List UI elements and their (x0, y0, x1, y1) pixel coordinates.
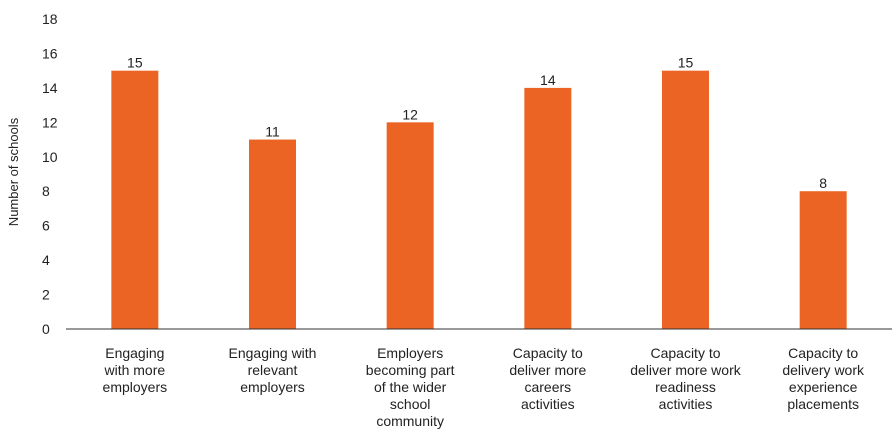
bar-value-label: 15 (127, 55, 143, 71)
x-category-label: Capacity to deliver more work readiness act… (630, 345, 741, 412)
x-category-label-line: employers (240, 379, 305, 395)
y-tick-label: 6 (42, 218, 50, 234)
data-labels-group: 15 11 12 14 15 8 (127, 55, 827, 192)
y-tick-label: 18 (42, 11, 58, 27)
x-category-label-line: becoming part (366, 362, 455, 378)
x-category-label-line: placements (787, 396, 859, 412)
x-category-label: Employers becoming part of the wider school… (366, 345, 455, 429)
y-tick-label: 4 (42, 252, 50, 268)
x-category-label-line: readiness (655, 379, 716, 395)
bar (386, 122, 434, 329)
y-tick-label: 8 (42, 183, 50, 199)
bars-group (111, 70, 847, 330)
x-category-label-line: Capacity to (650, 345, 720, 361)
x-category-label-line: Engaging (105, 345, 164, 361)
x-category-label: Engaging with more employers (103, 345, 168, 395)
x-category-label-line: community (376, 413, 444, 429)
bar (249, 139, 296, 329)
y-tick-label: 14 (42, 80, 58, 96)
x-category-label-line: deliver more work (630, 362, 741, 378)
bar (111, 70, 159, 330)
x-category-label-line: activities (659, 396, 713, 412)
x-category-label-line: activities (521, 396, 575, 412)
x-category-label-line: school (390, 396, 430, 412)
x-category-label: Capacity to delivery work experience placem… (782, 345, 865, 412)
y-axis-title: Number of schools (6, 117, 21, 226)
bar (799, 191, 847, 329)
x-category-label-line: employers (103, 379, 168, 395)
x-category-label-line: deliver more (509, 362, 586, 378)
y-axis-ticks: 0 2 4 6 8 10 12 14 16 18 (42, 11, 58, 337)
x-category-label-line: Employers (377, 345, 443, 361)
bar-value-label: 14 (540, 72, 556, 88)
bar-value-label: 15 (678, 55, 694, 71)
x-category-label: Engaging with relevant employers (229, 345, 317, 395)
x-category-label-line: Engaging with (229, 345, 317, 361)
x-category-label-line: Capacity to (788, 345, 858, 361)
y-tick-label: 10 (42, 149, 58, 165)
y-tick-label: 12 (42, 114, 58, 130)
x-category-label-line: relevant (248, 362, 298, 378)
bar (662, 70, 709, 330)
y-tick-label: 2 (42, 287, 50, 303)
y-tick-label: 0 (42, 321, 50, 337)
x-category-label-line: delivery work (782, 362, 865, 378)
bar-value-label: 12 (402, 106, 418, 122)
x-category-label-line: careers (524, 379, 571, 395)
bar (524, 87, 572, 329)
x-category-label-line: with more (103, 362, 165, 378)
y-tick-label: 16 (42, 45, 58, 61)
bar-value-label: 11 (265, 124, 280, 140)
x-category-label-line: Capacity to (513, 345, 583, 361)
bar-value-label: 8 (819, 175, 827, 191)
x-category-label-line: experience (789, 379, 858, 395)
x-category-label: Capacity to deliver more careers activities (509, 345, 586, 412)
x-category-label-line: of the wider (374, 379, 447, 395)
